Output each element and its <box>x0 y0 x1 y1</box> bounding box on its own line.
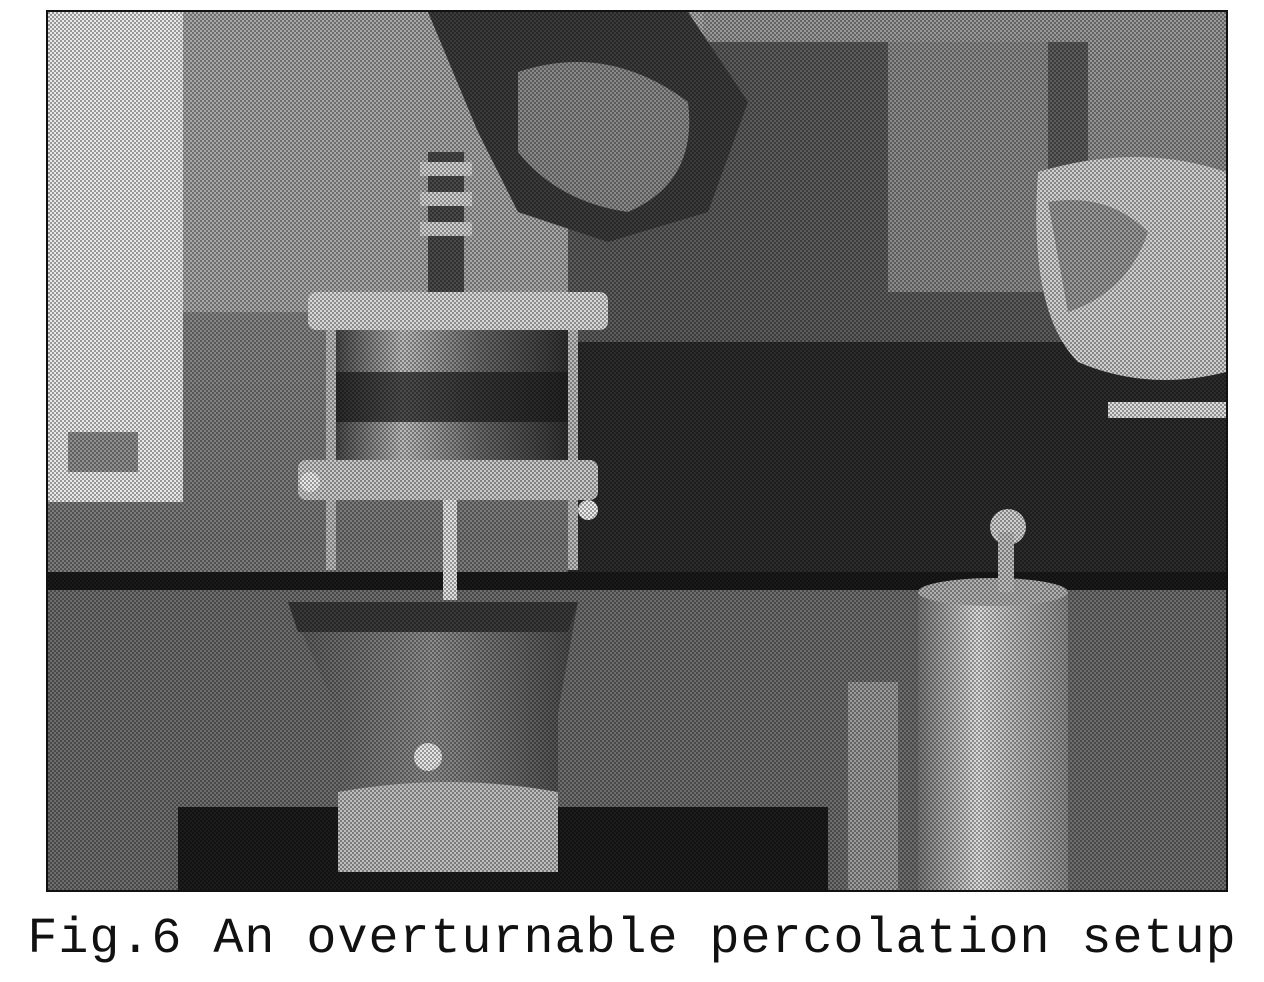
figure-caption: Fig.6 An overturnable percolation setup <box>27 911 1237 968</box>
photo-illustration <box>48 12 1226 890</box>
halftone-overlay <box>48 12 1226 890</box>
percolation-setup-photo <box>46 10 1228 892</box>
